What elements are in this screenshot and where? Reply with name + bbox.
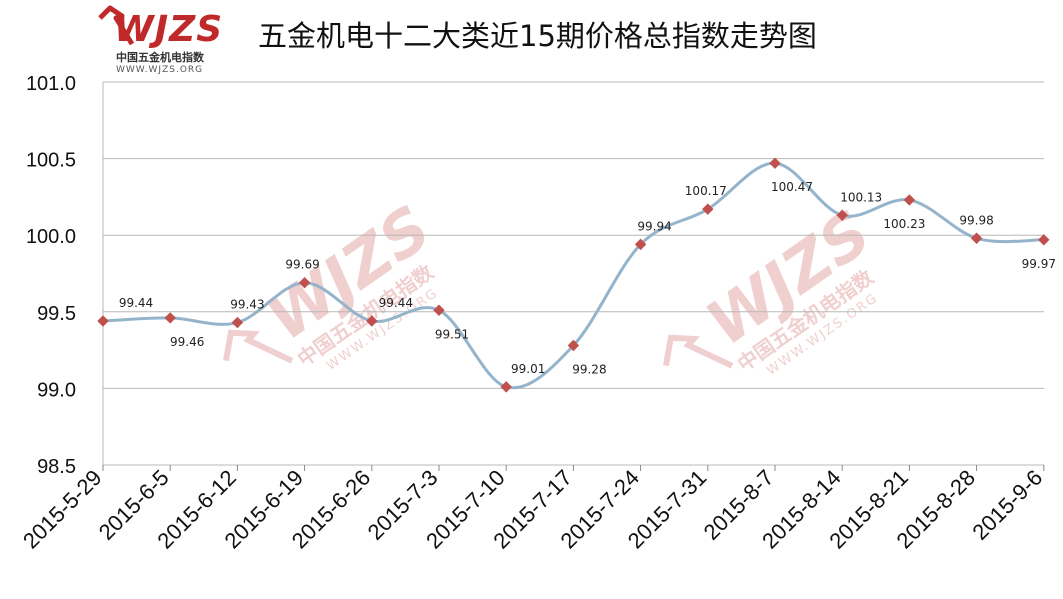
data-label: 99.69 <box>285 258 319 272</box>
series-line <box>102 161 1044 390</box>
data-point-marker <box>500 381 512 393</box>
data-label: 99.44 <box>119 296 153 310</box>
y-tick-label: 101.0 <box>26 73 76 95</box>
x-tick-label: 2015-9-6 <box>967 465 1047 545</box>
data-point-marker <box>164 312 176 324</box>
data-point-marker <box>567 339 580 352</box>
data-label: 99.43 <box>230 298 264 312</box>
logo-arrow-icon <box>98 5 135 46</box>
y-tick-label: 100.0 <box>26 226 76 248</box>
logo-wordmark: WJZS <box>114 9 224 50</box>
logo-url: WWW.WJZS.ORG <box>116 65 204 75</box>
data-label: 100.47 <box>771 180 813 194</box>
data-point-marker <box>366 315 378 327</box>
y-tick-label: 99.5 <box>37 303 76 325</box>
data-label: 99.44 <box>379 296 413 310</box>
data-point-marker <box>433 304 445 316</box>
chart-title: 五金机电十二大类近15期价格总指数走势图 <box>258 19 817 53</box>
data-label: 99.28 <box>572 363 606 377</box>
data-label: 99.97 <box>1022 257 1056 271</box>
data-point-marker <box>769 157 781 169</box>
data-label: 99.98 <box>959 213 993 227</box>
data-point-marker <box>836 209 848 221</box>
data-point-marker <box>1038 234 1050 246</box>
data-label: 100.17 <box>685 184 727 198</box>
data-label: 99.01 <box>511 362 545 376</box>
data-point-marker <box>298 276 311 289</box>
data-label: 99.94 <box>637 219 671 233</box>
watermark-arrow-icon <box>223 329 294 364</box>
data-point-marker <box>702 203 714 215</box>
x-tick-label: 2015-5-29 <box>18 465 107 554</box>
y-tick-label: 98.5 <box>37 456 76 478</box>
y-tick-label: 100.5 <box>26 150 76 172</box>
data-label: 100.23 <box>883 217 925 231</box>
data-label: 99.46 <box>170 335 204 349</box>
brand-logo: WJZS 中国五金机电指数 WWW.WJZS.ORG <box>96 4 226 76</box>
y-tick-label: 99.0 <box>37 379 76 401</box>
watermark-arrow-icon <box>663 334 734 369</box>
data-point-marker <box>97 315 109 327</box>
data-point-marker <box>634 238 647 251</box>
data-point-marker <box>231 316 244 329</box>
logo-chinese-name: 中国五金机电指数 <box>116 51 204 64</box>
data-point-marker <box>970 232 983 244</box>
data-label: 99.51 <box>435 327 469 341</box>
data-point-marker <box>903 194 916 206</box>
data-label: 100.13 <box>840 190 882 204</box>
